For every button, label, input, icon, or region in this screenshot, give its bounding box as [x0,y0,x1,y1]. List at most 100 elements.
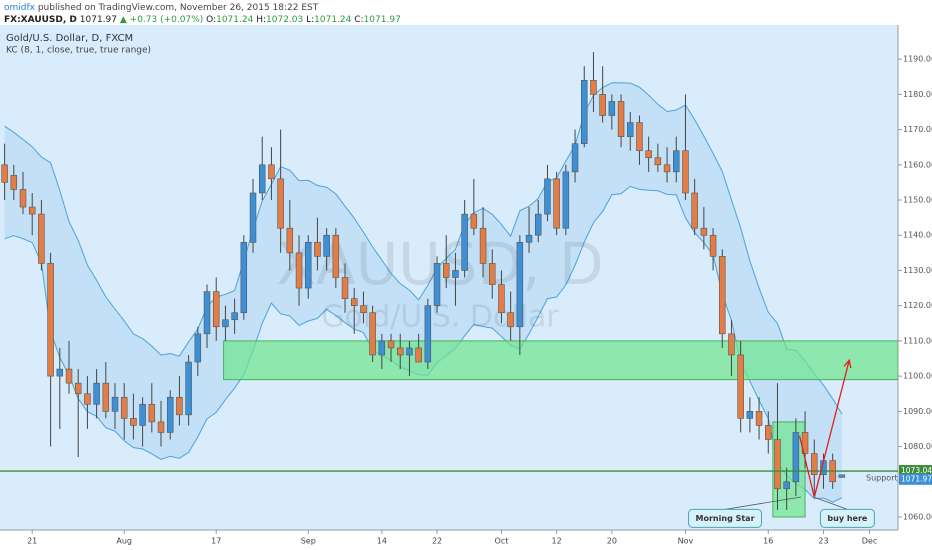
candle-body [258,164,266,194]
candle-body [746,411,754,419]
candle-body [268,164,275,180]
candle-body [783,481,790,490]
candle-body [203,291,211,335]
ohlc-part: C: [354,15,363,25]
support-price-bg [899,465,932,477]
candle-body [249,192,257,243]
candle-body [323,234,330,257]
arrow-head [843,358,852,369]
ohlc-part: 1071.97 [364,15,401,25]
candle-body [636,122,643,152]
candle-body [774,439,781,490]
candle-body [792,432,800,483]
candle-body [19,189,27,208]
y-tick-label: 1090.00 [903,407,932,416]
candle-body [719,256,726,335]
candle-body [590,79,597,95]
ohlc-part: O: [206,15,216,25]
candle-body [645,150,652,159]
candle-body [28,206,36,215]
price: 1071.97 [80,15,117,25]
x-tick-label: 23 [818,537,828,546]
candle-body [406,347,413,356]
callout-pointer [814,496,848,510]
candle-body [56,368,64,377]
candle-body [341,277,349,299]
candle-body [286,227,294,254]
y-tick-label: 1100.00 [903,372,932,381]
ohlc-part: 1071.24 [216,15,253,25]
candle-body [120,396,128,419]
chart-title: Gold/U.S. Dollar, D, FXCM [6,33,133,44]
candle-body [10,175,18,190]
indicator-label: KC (8, 1, close, true, true range) [6,46,151,56]
candle-body [544,178,551,215]
candle-body [498,284,505,314]
x-tick-label: 16 [763,537,773,546]
candle-body [424,305,432,363]
ohlc-part: 1071.24 [314,15,351,25]
candle-body [74,382,82,395]
candle-body [93,382,100,405]
callout-box [819,508,875,528]
candle-body [599,94,606,116]
kc-upper [4,82,843,415]
candle-body [212,291,220,328]
y-tick-label: 1160.00 [903,160,932,169]
candle-body [433,263,441,306]
y-tick-label: 1130.00 [903,266,932,275]
y-tick-label: 1080.00 [903,442,932,451]
candle-body [663,164,671,173]
ohlc-part: H: [256,15,266,25]
author: omidfx [4,3,36,13]
published: published on TradingView.com, November 2… [35,3,319,13]
symbol: FX:XAUUSD, D [4,15,77,25]
candle-body [442,263,450,278]
candle-body [673,150,680,173]
x-tick-label: Nov [678,537,694,546]
candle-body [350,298,358,306]
x-tick-label: 14 [377,537,387,546]
x-tick-label: Dec [862,537,877,546]
x-axis-bg [0,530,932,550]
candle-body [148,403,156,423]
x-tick-label: Sep [301,537,316,546]
candle-body [452,270,459,278]
x-tick-label: 20 [607,537,617,546]
candle-body [111,396,119,412]
candle-body [682,150,689,194]
y-tick-label: 1060.00 [903,512,932,521]
candle-body [47,263,54,377]
y-tick-label: 1150.00 [903,196,932,205]
callout-box [688,508,763,528]
candle-body [488,263,496,285]
candle-body [222,319,229,328]
ohlc-part: 1072.03 [266,15,303,25]
candle-body [295,252,303,289]
candle-body [838,474,846,478]
candle-body [139,403,146,426]
candle-body [314,241,321,257]
y-tick-label: 1120.00 [903,301,932,310]
candle-body [627,122,634,137]
y-tick-label: 1140.00 [903,231,932,240]
candle-body [396,347,404,356]
candle-body [571,143,579,173]
candle-body [737,354,744,419]
candle-body [507,312,514,328]
candle-body [479,227,487,264]
resistance-zone [223,340,898,381]
callout-text: Morning Star [696,514,755,523]
x-tick-label: 22 [432,537,442,546]
candle-body [304,241,312,289]
candle-body [461,213,468,271]
candle-body [525,234,533,243]
candle-body [765,425,772,440]
ohlc-part: L: [306,15,314,25]
candle-body [332,234,340,278]
candle-body [415,347,422,363]
candle-body [755,411,763,426]
candle-body [369,312,376,356]
candle-body [157,421,165,433]
